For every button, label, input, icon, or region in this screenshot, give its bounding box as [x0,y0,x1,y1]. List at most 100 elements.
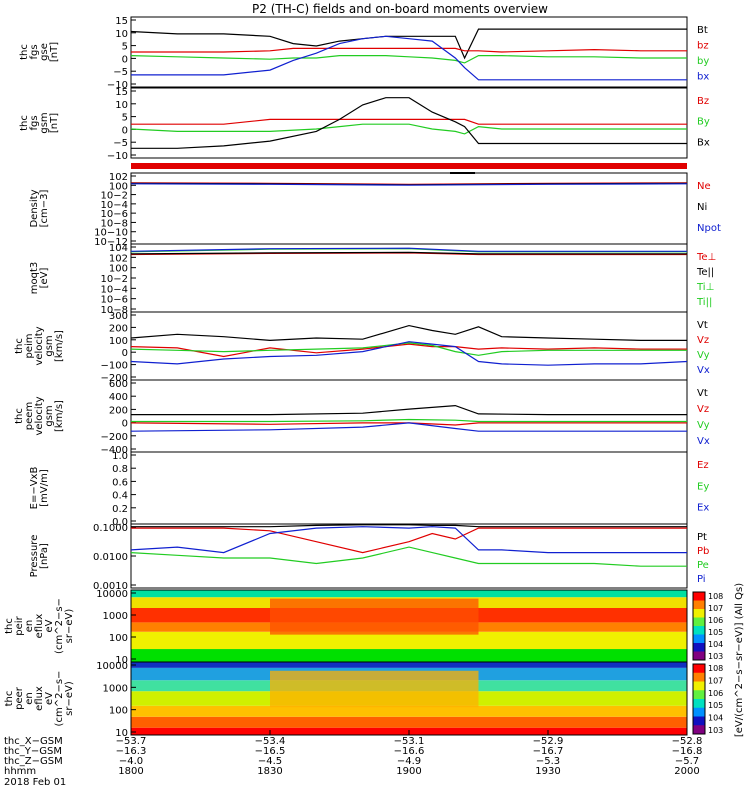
spectrogram-band [131,649,687,662]
colorbar-tick: 107 [708,676,723,685]
ylabel-line: eflux [34,614,45,639]
ytick-label: 102 [109,253,128,264]
colorbar-tick: 103 [708,652,723,661]
xaxis-value: −16.5 [255,746,286,757]
ylabel-line: moqt3 [29,262,40,295]
legend-label: Ti⊥ [696,282,714,293]
series-line-Vx [130,341,688,366]
spectrogram-band [131,705,687,717]
ylabel-line: en [24,620,35,633]
legend-label: Ti|| [696,297,712,308]
ytick-label: 104 [109,243,128,254]
ytick-label: 100 [109,264,128,275]
ylabel-line: sr−eV) [64,681,75,716]
ylabel-line: thc [14,338,25,354]
panel-2: 15 10 50 −5 −10 thc fgs gsm [nT] Bz By Bx [19,87,710,162]
colorbar-segment [693,634,705,644]
ytick-label: 15 [115,16,128,27]
legend-label: Vx [697,365,710,376]
legend-label: Vz [697,404,709,415]
xaxis-row-label: thc_X−GSM [4,736,63,747]
colorbar-segment [693,690,705,700]
legend-label: Bx [697,137,710,148]
figure-title: P2 (TH-C) fields and on-board moments ov… [252,2,548,16]
ytick-label: 10000 [96,661,128,672]
legend-label: bx [697,72,709,83]
colorbar-tick: 106 [708,616,723,625]
series-line-Vy [130,342,687,356]
xaxis-value: −53.4 [255,736,286,747]
ylabel-line: gsm [44,335,55,356]
ylabel-line: [km/s] [54,330,65,362]
series-line-Bz [131,118,687,125]
series-line-Te|| [130,251,687,255]
ytick-label: 10−10 [94,228,128,239]
legend-label: Bt [697,25,708,36]
ylabel-line: peim [24,333,35,358]
ytick-label: 0 [122,54,128,65]
panel-9: 10000 1000 100 10 thc peir en eflux eV (cm^2−s− sr… [4,589,688,666]
ytick-label: 0.1000 [93,523,128,534]
ytick-label: 0.0 [112,517,128,528]
panel-frame [130,87,688,159]
ytick-label: −400 [101,445,128,456]
colorbar-segment [693,617,705,627]
ytick-label: 100 [109,633,128,644]
ytick-label: 0.8 [112,464,128,475]
legend-label: Vt [697,320,708,331]
colorbar-tick: 103 [708,726,723,735]
ylabel-line: gse [39,43,50,61]
ytick-label: 300 [109,311,128,322]
ylabel-line: thc [19,44,30,60]
ylabel-line: sr−eV) [64,609,75,644]
spectrogram-hot-region [270,670,479,708]
xaxis-row-label: hhmm [4,766,36,777]
xaxis-value: 1830 [257,766,282,777]
legend-label: bz [697,41,709,52]
panel-10: 10000 1000 100 10 thc peer en eflux eV (cm^2−s− sr… [4,661,688,739]
ytick-label: 400 [109,392,128,403]
ytick-label: 1000 [103,611,128,622]
ytick-label: 10−8 [101,218,128,229]
xaxis-value: −4.5 [258,756,282,767]
series-line-by [130,54,687,64]
ylabel-line: thc [14,408,25,424]
ytick-label: 0 [122,348,128,359]
panel-frame [130,451,688,525]
ytick-label: −100 [101,361,128,372]
xaxis-value: −52.8 [672,736,703,747]
legend-label: Ey [697,481,709,492]
colorbar-segment [693,626,705,635]
legend-label: Vt [697,388,708,399]
xaxis-value: 1930 [535,766,560,777]
colorbar-segment [693,609,705,618]
series-line-Vy [131,418,687,423]
ytick-label: 10−4 [101,284,128,295]
series-line-By [130,123,687,135]
panel-6: 600 400 200 0 −200 −400 thc peem velocity gsm [km/… [14,379,710,456]
series-line-Bx [131,97,687,149]
ytick-label: 10−2 [101,274,128,285]
colorbar-segment [693,699,705,709]
ylabel-line: fgs [29,115,40,130]
ytick-label: 10 [115,100,128,111]
legend-label: Ex [697,503,709,514]
legend-label: By [697,117,710,128]
legend-label: Ni [697,202,707,213]
ylabel-line: en [24,692,35,705]
colorbar-tick: 105 [708,628,723,637]
series-line-Pi [130,526,687,554]
ylabel-line: gsm [39,112,50,133]
ylabel-line: velocity [34,396,45,435]
ytick-label: −5 [113,138,128,149]
ytick-label: −10 [107,151,128,162]
xaxis-value: −16.8 [672,746,703,757]
xaxis-value: −4.0 [119,756,143,767]
series-line-Pt [131,524,687,528]
colorbar-tick: 107 [708,604,723,613]
colorbar-tick: 104 [708,714,723,723]
legend-label: Pi [697,574,706,585]
colorbar-segment [693,651,705,661]
